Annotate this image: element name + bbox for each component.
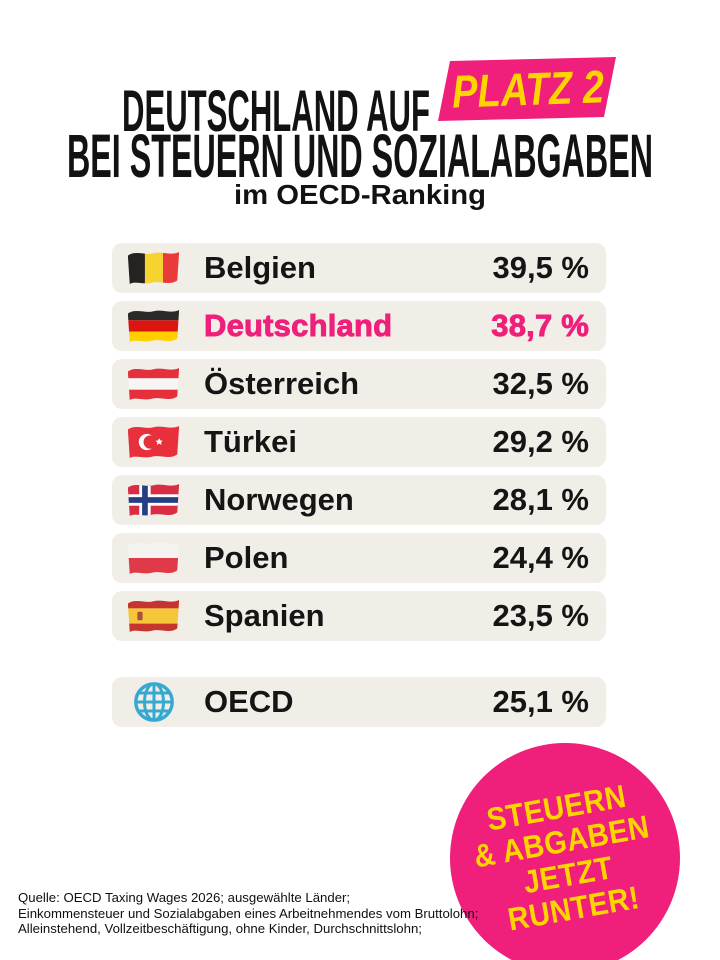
platz2-badge: [438, 57, 616, 121]
flag-slot: [125, 305, 182, 347]
turkey-flag-icon: [127, 425, 180, 459]
ranking-row: Deutschland 38,7 %: [112, 301, 606, 351]
title-line1: DEUTSCHLAND AUF: [122, 79, 430, 144]
flag-slot: [125, 479, 182, 521]
title-line2: BEI STEUERN UND SOZIALABGABEN: [67, 122, 653, 190]
title-subtitle: im OECD-Ranking: [234, 179, 486, 210]
germany-flag-icon: [127, 309, 180, 343]
ranking-row: Norwegen 28,1 %: [112, 475, 606, 525]
country-value: 24,4 %: [492, 540, 589, 575]
source-line: Quelle: OECD Taxing Wages 2026; ausgewäh…: [18, 890, 351, 905]
globe-icon: [125, 681, 182, 723]
spain-flag-icon: [127, 599, 180, 633]
ranking-row: Belgien 39,5 %: [112, 243, 606, 293]
country-name: Belgien: [204, 250, 316, 285]
ranking-row: Türkei 29,2 %: [112, 417, 606, 467]
country-name: Türkei: [204, 424, 298, 459]
poland-flag-icon: [127, 541, 180, 575]
country-name: Österreich: [204, 366, 360, 401]
norway-flag-icon: [127, 483, 180, 517]
ranking-list: Belgien 39,5 % Deutschland 38,7 % Österr…: [112, 243, 606, 727]
country-name: Norwegen: [204, 482, 354, 517]
flag-slot: [125, 537, 182, 579]
austria-flag-icon: [127, 367, 180, 401]
oecd-value: 25,1 %: [492, 684, 589, 719]
country-value: 29,2 %: [492, 424, 589, 459]
source-note: Quelle: OECD Taxing Wages 2026; ausgewäh…: [18, 890, 478, 937]
flag-slot: [125, 595, 182, 637]
ranking-rows: Belgien 39,5 % Deutschland 38,7 % Österr…: [112, 243, 606, 641]
title-block: DEUTSCHLAND AUF PLATZ 2 BEI STEUERN UND …: [67, 57, 653, 210]
ranking-row: Österreich 32,5 %: [112, 359, 606, 409]
oecd-label: OECD: [204, 684, 294, 719]
flag-slot: [125, 421, 182, 463]
ranking-row: Spanien 23,5 %: [112, 591, 606, 641]
flag-slot: [125, 247, 182, 289]
country-name: Spanien: [204, 598, 325, 633]
country-name: Polen: [204, 540, 289, 575]
platz2-badge-label: PLATZ 2: [451, 60, 605, 117]
source-line: Einkommensteuer und Sozialabgaben eines …: [18, 905, 479, 921]
country-value: 28,1 %: [492, 482, 589, 517]
source-line: Alleinstehend, Vollzeitbeschäftigung, oh…: [18, 921, 422, 937]
flag-slot: [125, 363, 182, 405]
belgium-flag-icon: [127, 251, 180, 285]
country-value: 38,7 %: [491, 308, 589, 344]
ranking-row: Polen 24,4 %: [112, 533, 606, 583]
country-value: 23,5 %: [492, 598, 589, 633]
country-name: Deutschland: [204, 308, 393, 344]
oecd-summary-row: OECD 25,1 %: [112, 677, 606, 727]
country-value: 32,5 %: [492, 366, 589, 401]
country-value: 39,5 %: [492, 250, 589, 285]
claim-sticker: STEUERN & ABGABEN JETZT RUNTER!: [450, 743, 680, 960]
